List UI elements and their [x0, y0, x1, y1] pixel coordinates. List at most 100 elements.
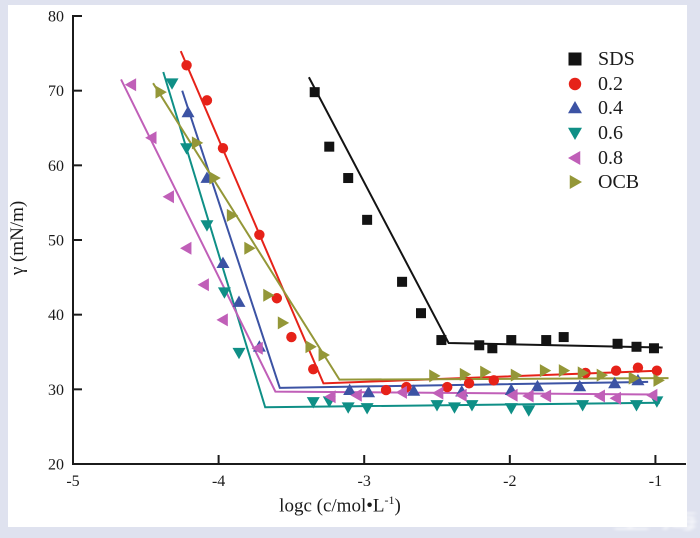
x-tick-label: -4	[212, 473, 225, 490]
data-point-0.8	[395, 385, 407, 399]
data-point-0.8	[609, 391, 621, 405]
data-point-0.2	[463, 378, 475, 389]
data-point-0.2	[442, 381, 453, 393]
data-point-OCB	[209, 171, 221, 185]
data-point-0.4	[573, 379, 587, 392]
data-point-0.2	[488, 375, 500, 386]
x-axis-title-main: logc (c/mol•L	[279, 495, 385, 517]
data-point-0.6	[232, 347, 246, 360]
series-line-0.4	[181, 90, 649, 389]
data-point-OCB	[277, 316, 290, 330]
fit-line-0.2	[179, 50, 660, 385]
data-point-SDS	[631, 341, 642, 352]
data-point-0.8	[539, 389, 552, 403]
data-point-0.6	[504, 403, 518, 415]
data-point-SDS	[343, 173, 354, 184]
legend-item-OCB: OCB	[566, 170, 639, 195]
data-point-0.8	[251, 341, 263, 355]
data-point-0.4	[608, 376, 622, 389]
data-point-SDS	[558, 332, 569, 343]
data-point-OCB	[577, 366, 590, 380]
data-point-OCB	[653, 373, 665, 387]
x-axis: -5 -4 -3 -2 -1	[66, 455, 662, 490]
legend-item-0.2: 0.2	[566, 72, 639, 97]
data-point-OCB	[459, 367, 472, 381]
x-tick-label: -3	[358, 473, 371, 490]
legend-marker-shape	[568, 52, 582, 66]
y-tick-label: 80	[48, 9, 64, 26]
x-axis-title: logc (c/mol•L-1)	[235, 493, 445, 517]
data-point-0.6	[629, 400, 643, 412]
data-point-0.4	[407, 384, 421, 396]
data-point-OCB	[226, 208, 239, 222]
data-point-OCB	[263, 288, 275, 302]
data-point-0.4	[232, 295, 246, 307]
data-point-0.6	[200, 220, 214, 232]
data-point-0.2	[308, 363, 319, 375]
data-point-0.6	[306, 397, 320, 409]
data-point-0.2	[271, 293, 283, 304]
data-point-OCB	[596, 368, 609, 382]
data-point-0.8	[431, 386, 444, 400]
data-point-0.2	[254, 229, 265, 240]
legend-label: OCB	[598, 171, 640, 194]
data-point-SDS	[397, 276, 408, 287]
data-point-0.4	[631, 373, 645, 386]
data-point-0.8	[216, 313, 228, 327]
data-point-0.8	[506, 388, 518, 402]
data-point-OCB	[318, 348, 330, 362]
data-point-0.4	[343, 383, 357, 395]
y-tick-label: 40	[48, 307, 64, 324]
series-line-SDS	[307, 76, 663, 349]
data-point-0.8	[350, 388, 362, 402]
data-point-0.8	[162, 190, 174, 204]
data-point-0.6	[341, 402, 355, 414]
data-point-SDS	[541, 335, 552, 346]
data-point-OCB	[305, 340, 317, 354]
legend-marker-square-icon	[568, 52, 582, 66]
data-point-0.4	[216, 256, 230, 269]
series-points-OCB	[155, 85, 665, 387]
data-point-0.2	[610, 365, 622, 376]
legend-marker-circle-icon	[568, 77, 582, 91]
series-line-OCB	[152, 82, 669, 381]
data-point-SDS	[648, 343, 659, 354]
legend-item-SDS: SDS	[566, 47, 639, 72]
data-point-0.6	[465, 400, 479, 412]
data-point-0.2	[651, 365, 663, 376]
data-point-0.6	[576, 400, 590, 412]
data-point-0.8	[324, 390, 336, 404]
data-point-SDS	[436, 335, 447, 346]
data-point-0.2	[286, 331, 297, 343]
data-point-0.4	[362, 385, 376, 398]
data-point-0.2	[181, 60, 192, 71]
data-point-0.8	[197, 278, 209, 292]
data-point-0.2	[380, 384, 392, 396]
y-tick-label: 50	[48, 233, 64, 250]
data-point-0.2	[632, 362, 644, 373]
series-line-0.6	[162, 71, 660, 409]
y-axis: 20 30 40 50 60 70 80	[48, 9, 82, 474]
data-point-OCB	[480, 365, 492, 379]
data-point-SDS	[506, 335, 517, 346]
data-point-SDS	[415, 308, 426, 319]
data-point-0.4	[530, 379, 544, 392]
y-axis-title: γ (mN/m)	[7, 200, 28, 276]
legend-marker-shape	[568, 101, 582, 114]
data-point-0.8	[145, 131, 157, 145]
y-tick-label: 20	[48, 457, 64, 474]
data-point-OCB	[155, 85, 167, 99]
data-point-OCB	[191, 136, 204, 150]
data-point-0.6	[447, 402, 461, 414]
data-point-0.6	[360, 403, 374, 415]
data-point-OCB	[244, 241, 256, 255]
data-point-0.6	[217, 287, 231, 299]
data-point-0.8	[455, 388, 467, 402]
data-point-SDS	[362, 214, 373, 225]
data-point-0.8	[593, 389, 605, 403]
data-point-OCB	[628, 371, 641, 385]
data-point-0.2	[217, 142, 229, 154]
data-point-0.6	[180, 143, 194, 155]
data-point-0.6	[522, 405, 536, 417]
